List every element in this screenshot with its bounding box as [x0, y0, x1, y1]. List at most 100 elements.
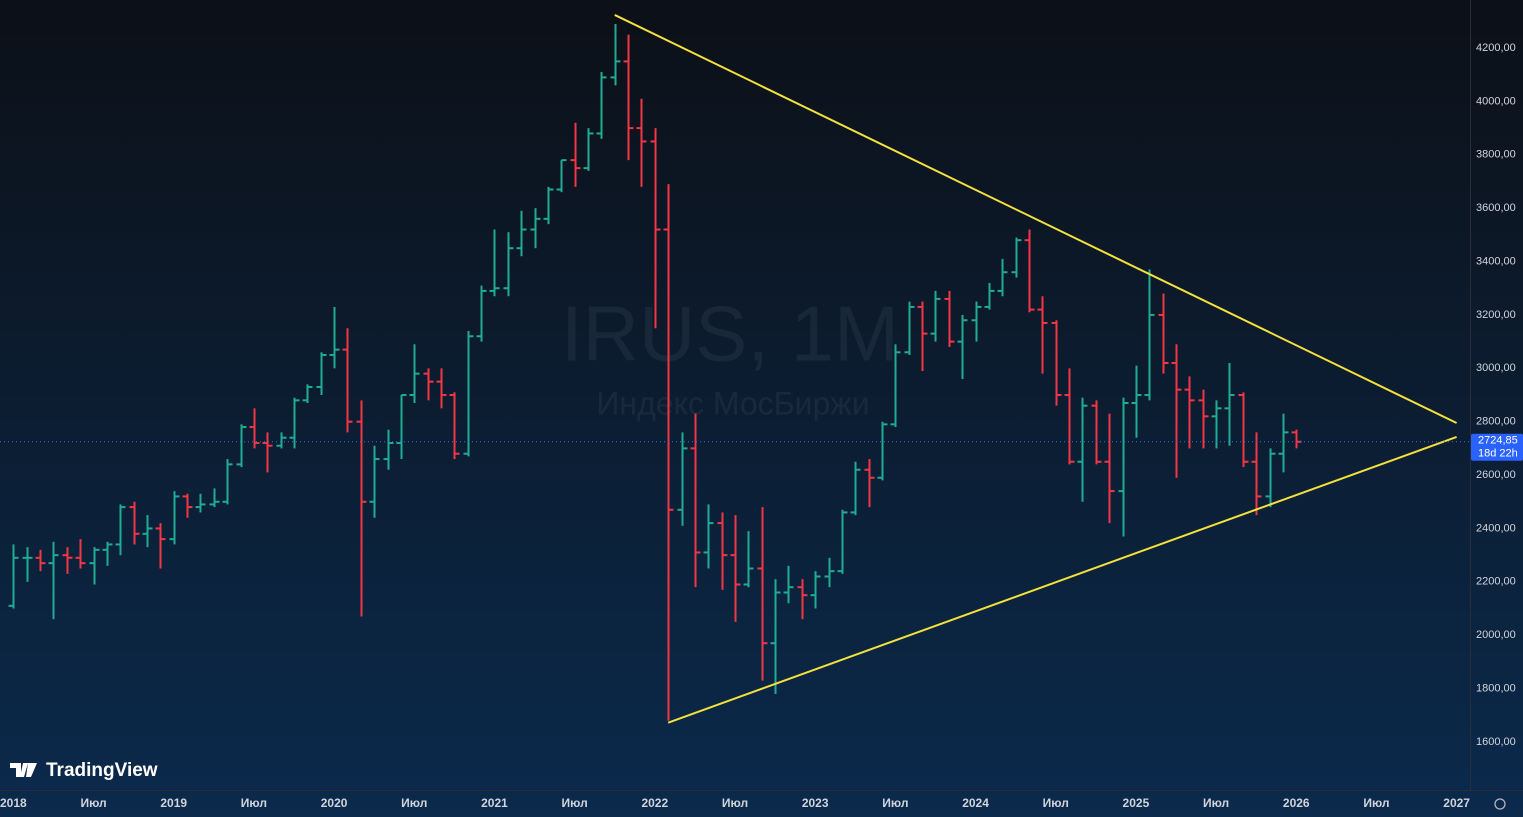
- x-tick-label: Июл: [562, 796, 588, 810]
- ohlc-bar: [770, 579, 781, 694]
- ohlc-bar: [797, 579, 808, 620]
- ohlc-bar: [169, 491, 180, 545]
- ohlc-bar: [530, 208, 541, 249]
- ohlc-bar: [1158, 293, 1169, 374]
- ohlc-bar: [383, 429, 394, 470]
- y-tick-label: 3200,00: [1476, 309, 1516, 321]
- ohlc-bar: [757, 507, 768, 681]
- y-tick-label: 2400,00: [1476, 522, 1516, 534]
- ohlc-bar: [262, 432, 273, 473]
- ohlc-bar: [222, 459, 233, 505]
- plot: [8, 24, 1302, 721]
- ohlc-bar: [890, 344, 901, 428]
- x-tick-label: Июл: [1203, 796, 1229, 810]
- y-tick-label: 2800,00: [1476, 416, 1516, 428]
- y-tick-label: 4200,00: [1476, 42, 1516, 54]
- ohlc-bar: [476, 285, 487, 342]
- ohlc-bar: [1064, 368, 1075, 465]
- ohlc-bar: [917, 301, 928, 371]
- ohlc-bar: [129, 501, 140, 545]
- ohlc-bar: [195, 493, 206, 513]
- ohlc-bar: [850, 461, 861, 516]
- ohlc-bar: [957, 314, 968, 379]
- ohlc-bar: [236, 424, 247, 468]
- ohlc-bar: [316, 352, 327, 395]
- ohlc-bar: [35, 549, 46, 572]
- y-tick-label: 3000,00: [1476, 362, 1516, 374]
- settings-icon[interactable]: [1494, 798, 1506, 810]
- ohlc-bar: [877, 421, 888, 481]
- ohlc-bar: [463, 330, 474, 457]
- ohlc-bar: [1224, 362, 1235, 446]
- ohlc-bar: [703, 504, 714, 569]
- ohlc-bar: [1211, 400, 1222, 449]
- ohlc-bar: [1131, 365, 1142, 438]
- countdown: 18d 22h: [1478, 448, 1518, 460]
- ohlc-bar: [449, 392, 460, 460]
- x-tick-label: 2020: [321, 796, 348, 810]
- ohlc-bar: [62, 547, 73, 574]
- ohlc-bar: [329, 306, 340, 369]
- ohlc-bar: [115, 504, 126, 556]
- x-tick-label: 2021: [481, 796, 508, 810]
- ohlc-bar: [864, 459, 875, 508]
- ohlc-bar: [650, 128, 661, 329]
- watermark: IRUS, 1M: [561, 290, 899, 378]
- ohlc-bar: [503, 232, 514, 297]
- ohlc-bar: [1037, 296, 1048, 374]
- x-tick-label: 2027: [1443, 796, 1470, 810]
- ohlc-bar: [48, 541, 59, 620]
- ohlc-bar: [824, 557, 835, 588]
- ohlc-bar: [289, 397, 300, 449]
- ohlc-bar: [1051, 320, 1062, 406]
- ohlc-bar: [971, 301, 982, 342]
- x-tick-label: Июл: [80, 796, 106, 810]
- y-tick-label: 3400,00: [1476, 255, 1516, 267]
- ohlc-bar: [717, 512, 728, 590]
- ohlc-bar: [1198, 389, 1209, 449]
- ohlc-bar: [1091, 400, 1102, 465]
- ohlc-bar: [677, 432, 688, 526]
- ohlc-bar: [930, 290, 941, 342]
- ohlc-bar: [155, 523, 166, 569]
- x-tick-label: 2023: [802, 796, 829, 810]
- ohlc-bar: [142, 515, 153, 548]
- last-price-box: [1471, 433, 1523, 461]
- logo-icon: [10, 763, 37, 777]
- x-tick-label: Июл: [882, 796, 908, 810]
- ohlc-bar: [730, 515, 741, 622]
- x-tick-label: Июл: [401, 796, 427, 810]
- x-tick-label: 2025: [1123, 796, 1150, 810]
- y-tick-label: 1800,00: [1476, 682, 1516, 694]
- ohlc-bar: [904, 301, 915, 355]
- trendline: [614, 14, 1458, 424]
- ohlc-bar: [1011, 237, 1022, 278]
- ohlc-bar: [409, 344, 420, 404]
- x-tick-label: Июл: [722, 796, 748, 810]
- last-price-label: 2724,85: [1478, 435, 1518, 447]
- ohlc-bar: [1251, 432, 1262, 516]
- ohlc-bar: [1024, 229, 1035, 313]
- ohlc-bar: [543, 186, 554, 225]
- ohlc-bar: [209, 488, 220, 508]
- ohlc-bar: [984, 282, 995, 310]
- y-tick-label: 2200,00: [1476, 576, 1516, 588]
- ohlc-bar: [302, 384, 313, 404]
- ohlc-bar: [8, 544, 19, 609]
- ohlc-bar: [75, 539, 86, 569]
- ohlc-bar: [1278, 413, 1289, 473]
- trendline: [667, 435, 1457, 724]
- ohlc-bar: [1118, 397, 1129, 537]
- ohlc-bar: [1184, 376, 1195, 449]
- brand: TradingView: [46, 760, 158, 781]
- x-tick-label: Июл: [1363, 796, 1389, 810]
- ohlc-bar: [102, 541, 113, 566]
- x-tick-label: 2026: [1283, 796, 1310, 810]
- logo: TradingView: [10, 760, 158, 781]
- ohlc-bar: [690, 413, 701, 588]
- ohlc-bar: [570, 122, 581, 187]
- ohlc-bar: [249, 408, 260, 449]
- ohlc-bar: [356, 400, 367, 617]
- ohlc-bar: [610, 24, 621, 86]
